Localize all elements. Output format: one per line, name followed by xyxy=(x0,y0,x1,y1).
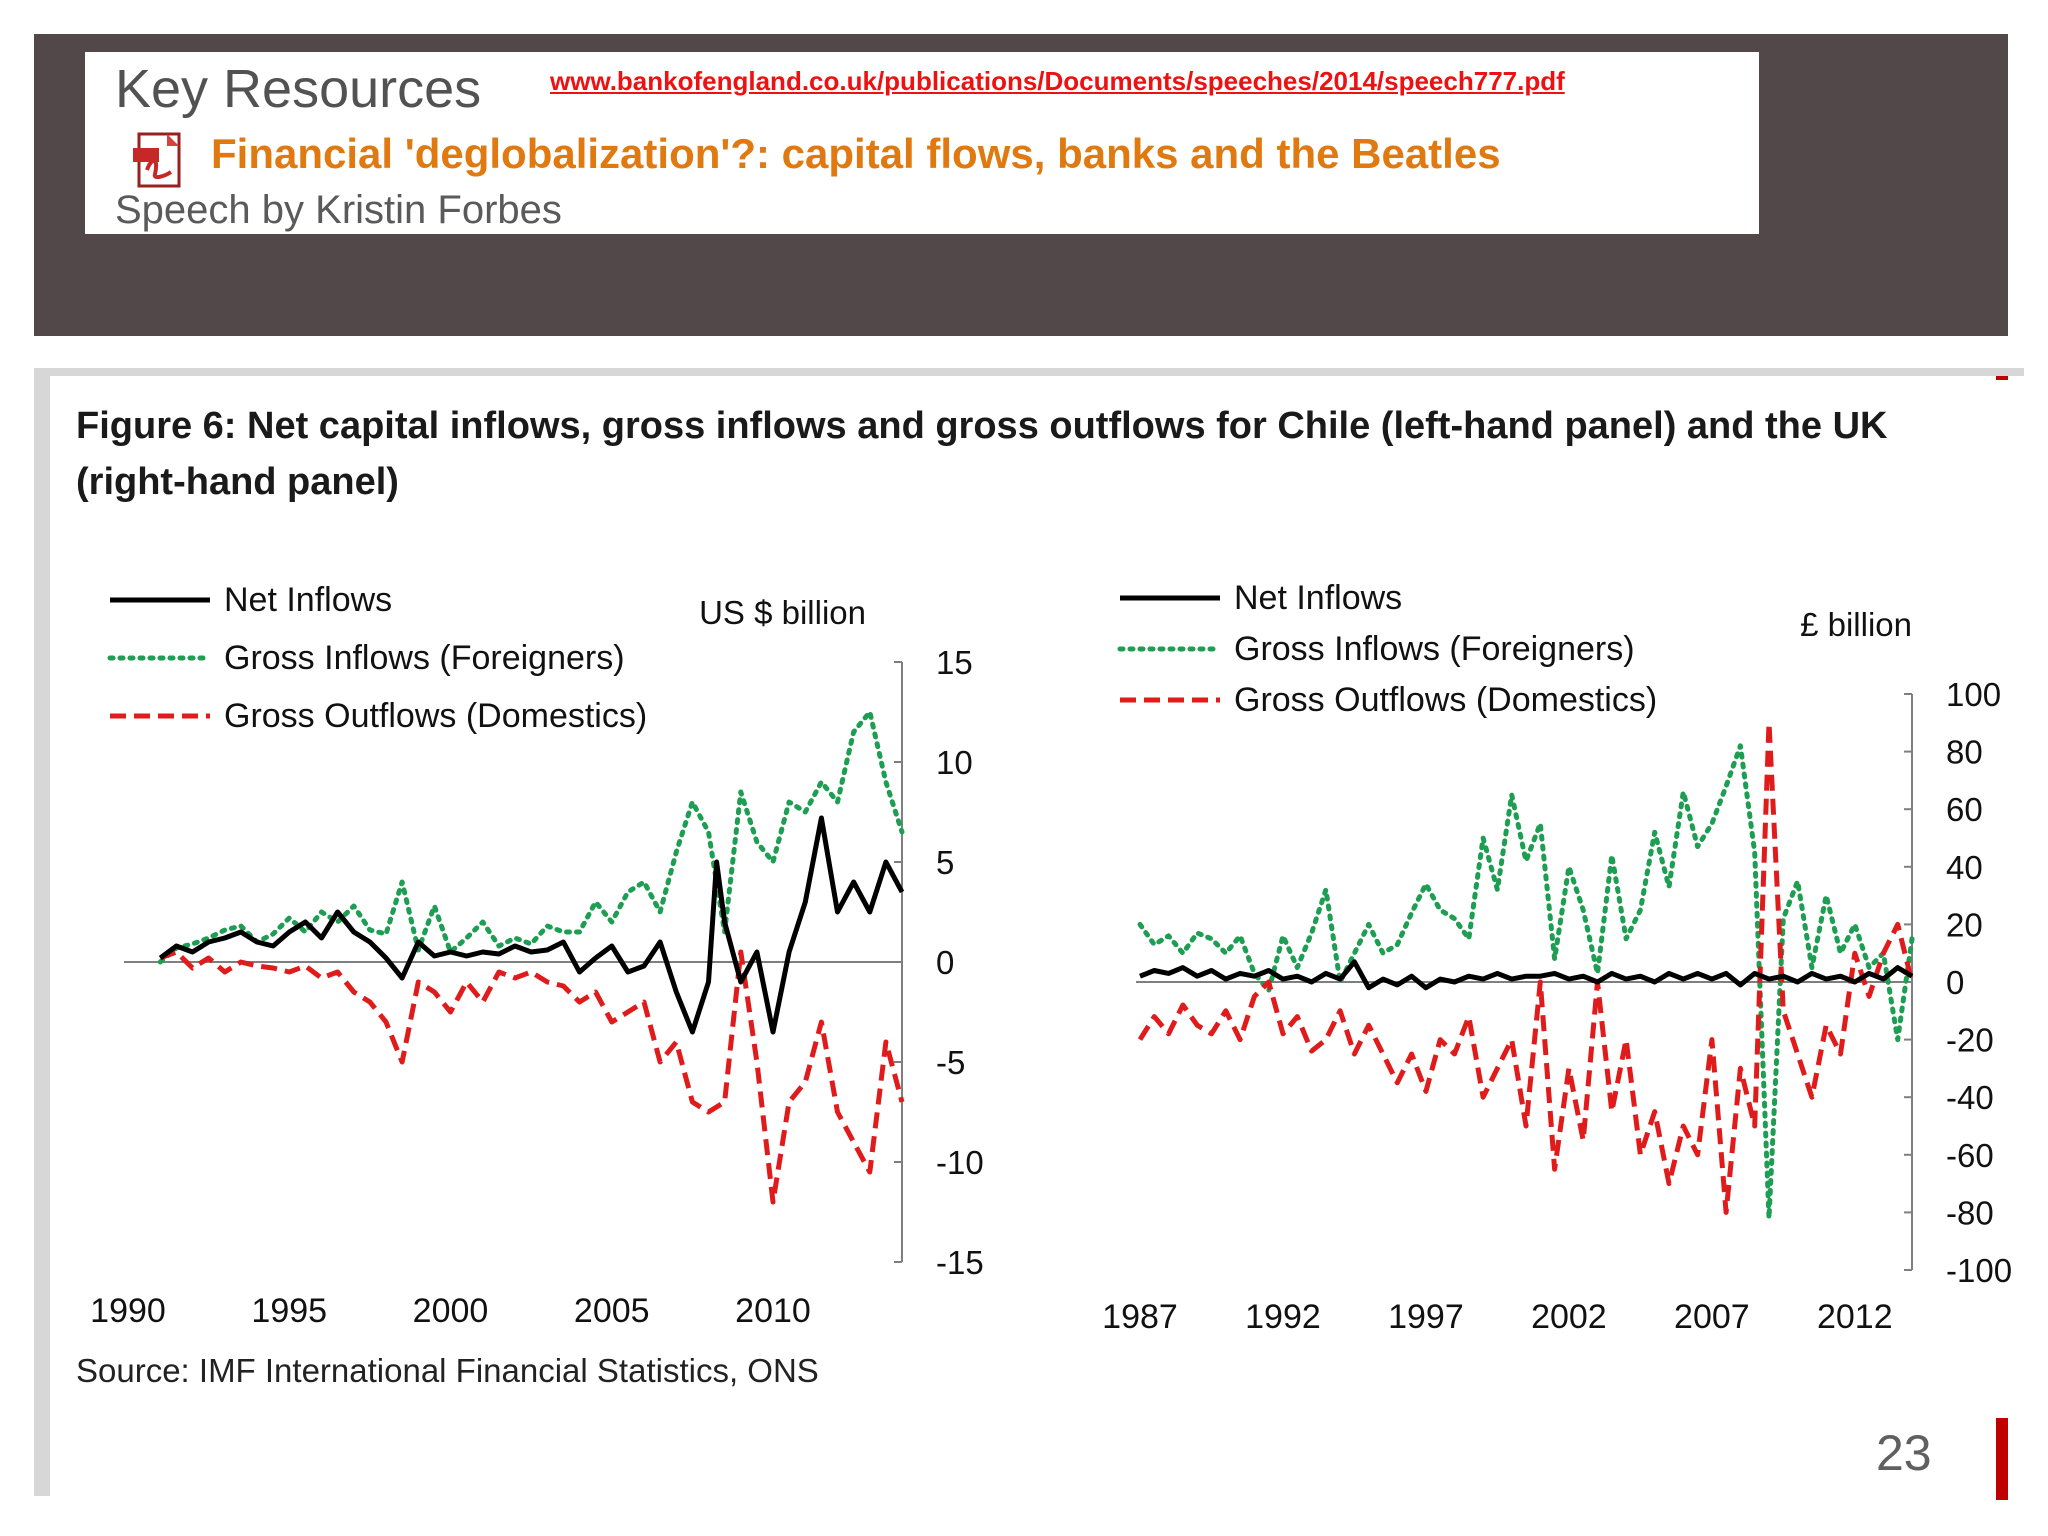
chart-panel-uk: 100 80 60 40 20 0 -20 -40 -60 -80 -100 1987 1992 1997… xyxy=(1102,579,2012,1336)
figure-panel xyxy=(34,368,2024,1496)
y-tick-label: -20 xyxy=(1946,1022,1994,1059)
y-tick-label: 0 xyxy=(936,944,954,981)
x-tick-label: 2007 xyxy=(1674,1298,1750,1336)
y-tick-label: 0 xyxy=(1946,964,1964,1001)
y-tick-label: -5 xyxy=(936,1044,965,1081)
y-tick-label: 10 xyxy=(936,744,973,781)
y-tick-label: 5 xyxy=(936,844,954,881)
y-tick-label: 60 xyxy=(1946,791,1983,828)
unit-label: £ billion xyxy=(1800,606,1912,643)
key-resources-title: Key Resources xyxy=(115,59,482,119)
y-tick-label: -40 xyxy=(1946,1079,1994,1116)
x-tick-label: 2000 xyxy=(413,1292,489,1330)
y-tick-label: 20 xyxy=(1946,906,1983,943)
y-tick-label: -80 xyxy=(1946,1194,1994,1231)
series-line-net-inflows xyxy=(158,815,905,1035)
source-note: Source: IMF International Financial Stat… xyxy=(76,1352,819,1389)
x-tick-label: 2010 xyxy=(735,1292,811,1330)
y-tick-label: 100 xyxy=(1946,676,2001,713)
key-resources-box: Key Resources www.bankofengland.co.uk/pu… xyxy=(85,52,1759,234)
y-tick-label: -60 xyxy=(1946,1137,1994,1174)
series-line-gross-inflows-foreigners xyxy=(157,709,905,965)
x-tick-label: 2002 xyxy=(1531,1298,1607,1336)
x-tick-label: 2005 xyxy=(574,1292,650,1330)
speech-url-link[interactable]: www.bankofengland.co.uk/publications/Doc… xyxy=(550,66,1565,96)
legend-label: Gross Outflows (Domestics) xyxy=(224,697,647,735)
accent-tick xyxy=(1996,376,2008,380)
accent-bar xyxy=(1996,1418,2008,1500)
y-tick-label: 15 xyxy=(936,644,973,681)
speaker-text: Speech by Kristin Forbes xyxy=(115,188,562,232)
x-tick-label: 2012 xyxy=(1817,1298,1893,1336)
chart-panel-chile: 15 10 5 0 -5 -10 -15 1990 1995 2000 2005 2010 US $ b… xyxy=(90,581,984,1330)
x-tick-label: 1992 xyxy=(1245,1298,1321,1336)
series-line-gross-inflows-foreigners xyxy=(1137,743,1915,1221)
y-tick-label: -100 xyxy=(1946,1252,2012,1289)
y-tick-label: 40 xyxy=(1946,849,1983,886)
y-tick-label: 80 xyxy=(1946,734,1983,771)
y-tick-label: -10 xyxy=(936,1144,984,1181)
page-number: 23 xyxy=(1876,1425,1932,1481)
x-tick-label: 1997 xyxy=(1388,1298,1464,1336)
series-line-gross-outflows-domestics xyxy=(1137,720,1915,1215)
y-tick-label: -15 xyxy=(936,1244,984,1281)
x-tick-label: 1995 xyxy=(251,1292,327,1330)
x-tick-label: 1990 xyxy=(90,1292,166,1330)
figure-title: Figure 6: Net capital inflows, gross inf… xyxy=(76,405,1888,503)
legend-label: Gross Outflows (Domestics) xyxy=(1234,681,1657,719)
unit-label: US $ billion xyxy=(699,594,866,631)
series-line-gross-outflows-domestics xyxy=(159,949,905,1205)
series-line-net-inflows xyxy=(1139,959,1914,991)
x-tick-label: 1987 xyxy=(1102,1298,1178,1336)
legend-label: Gross Inflows (Foreigners) xyxy=(224,639,625,677)
pdf-icon[interactable] xyxy=(129,128,193,192)
legend-label: Net Inflows xyxy=(224,581,392,619)
legend-label: Gross Inflows (Foreigners) xyxy=(1234,630,1635,668)
legend-label: Net Inflows xyxy=(1234,579,1402,617)
speech-title-link[interactable]: Financial 'deglobalization'?: capital fl… xyxy=(211,130,1501,177)
